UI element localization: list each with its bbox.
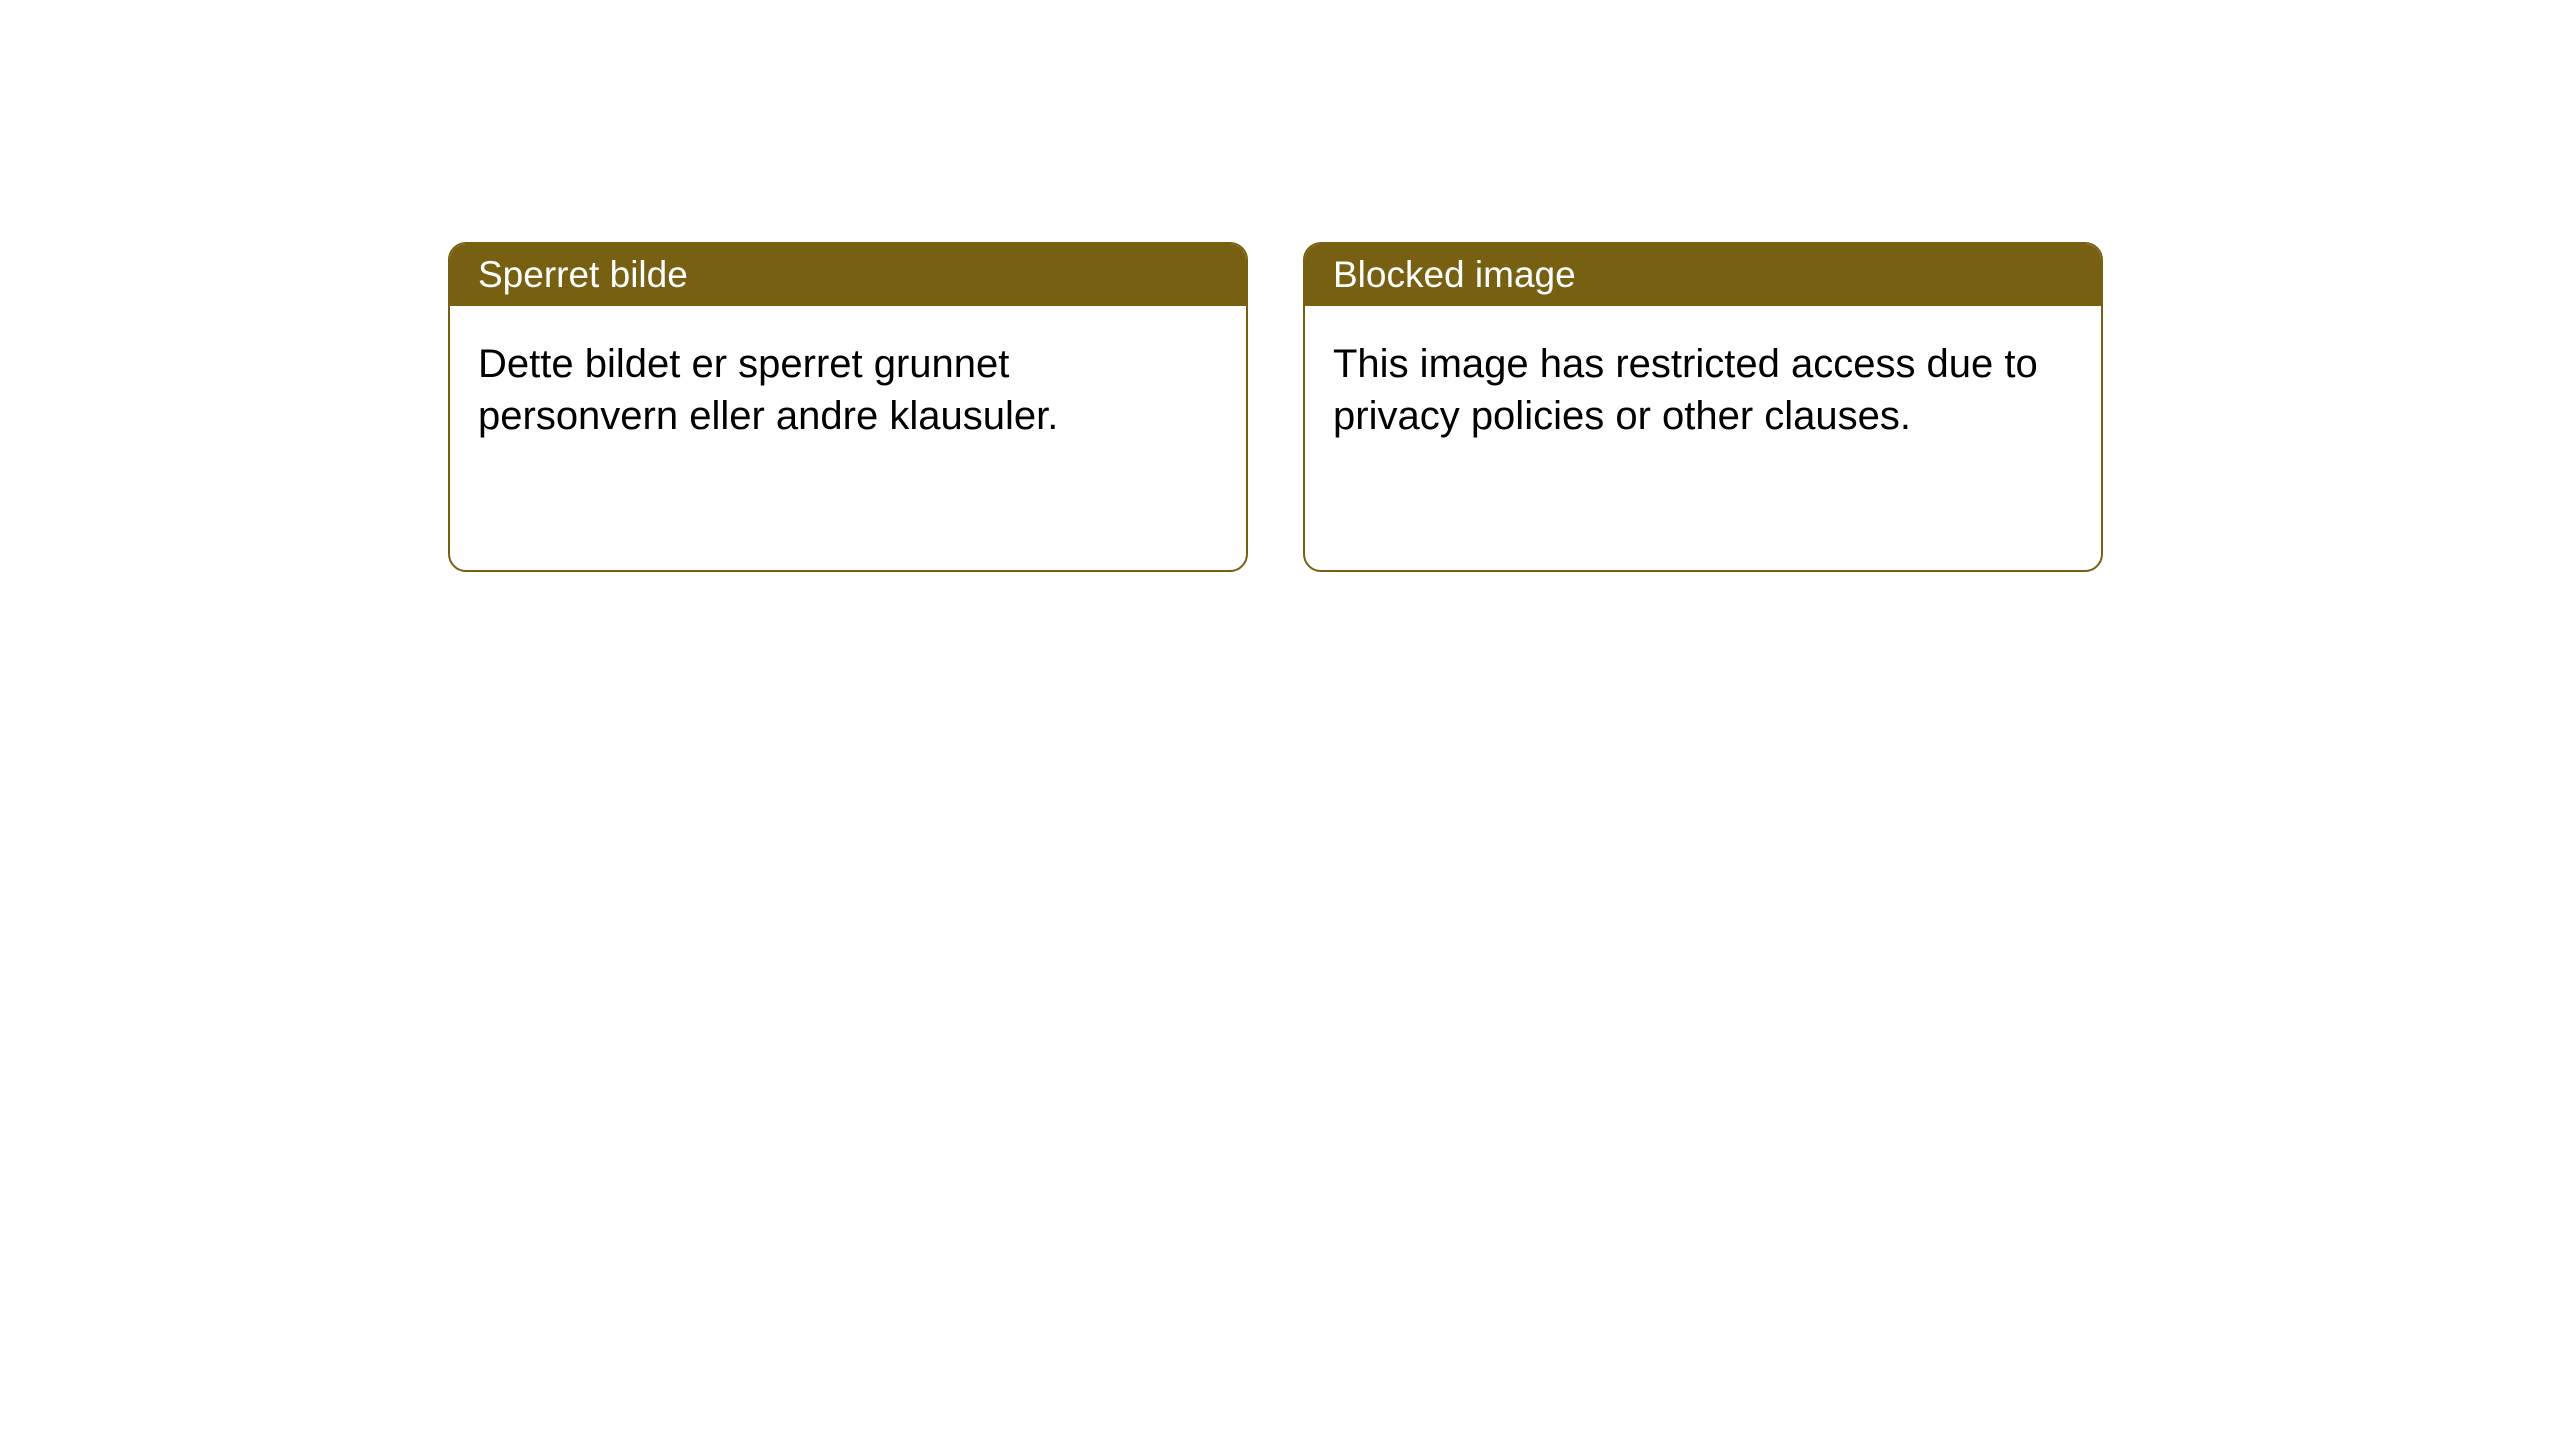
card-title: Sperret bilde — [478, 254, 688, 295]
notice-card-norwegian: Sperret bilde Dette bildet er sperret gr… — [448, 242, 1248, 572]
card-body: Dette bildet er sperret grunnet personve… — [450, 306, 1246, 474]
card-header: Sperret bilde — [450, 244, 1246, 306]
card-body: This image has restricted access due to … — [1305, 306, 2101, 474]
card-title: Blocked image — [1333, 254, 1576, 295]
card-message: Dette bildet er sperret grunnet personve… — [478, 342, 1058, 438]
notice-cards-container: Sperret bilde Dette bildet er sperret gr… — [448, 242, 2103, 572]
notice-card-english: Blocked image This image has restricted … — [1303, 242, 2103, 572]
card-header: Blocked image — [1305, 244, 2101, 306]
card-message: This image has restricted access due to … — [1333, 342, 2038, 438]
